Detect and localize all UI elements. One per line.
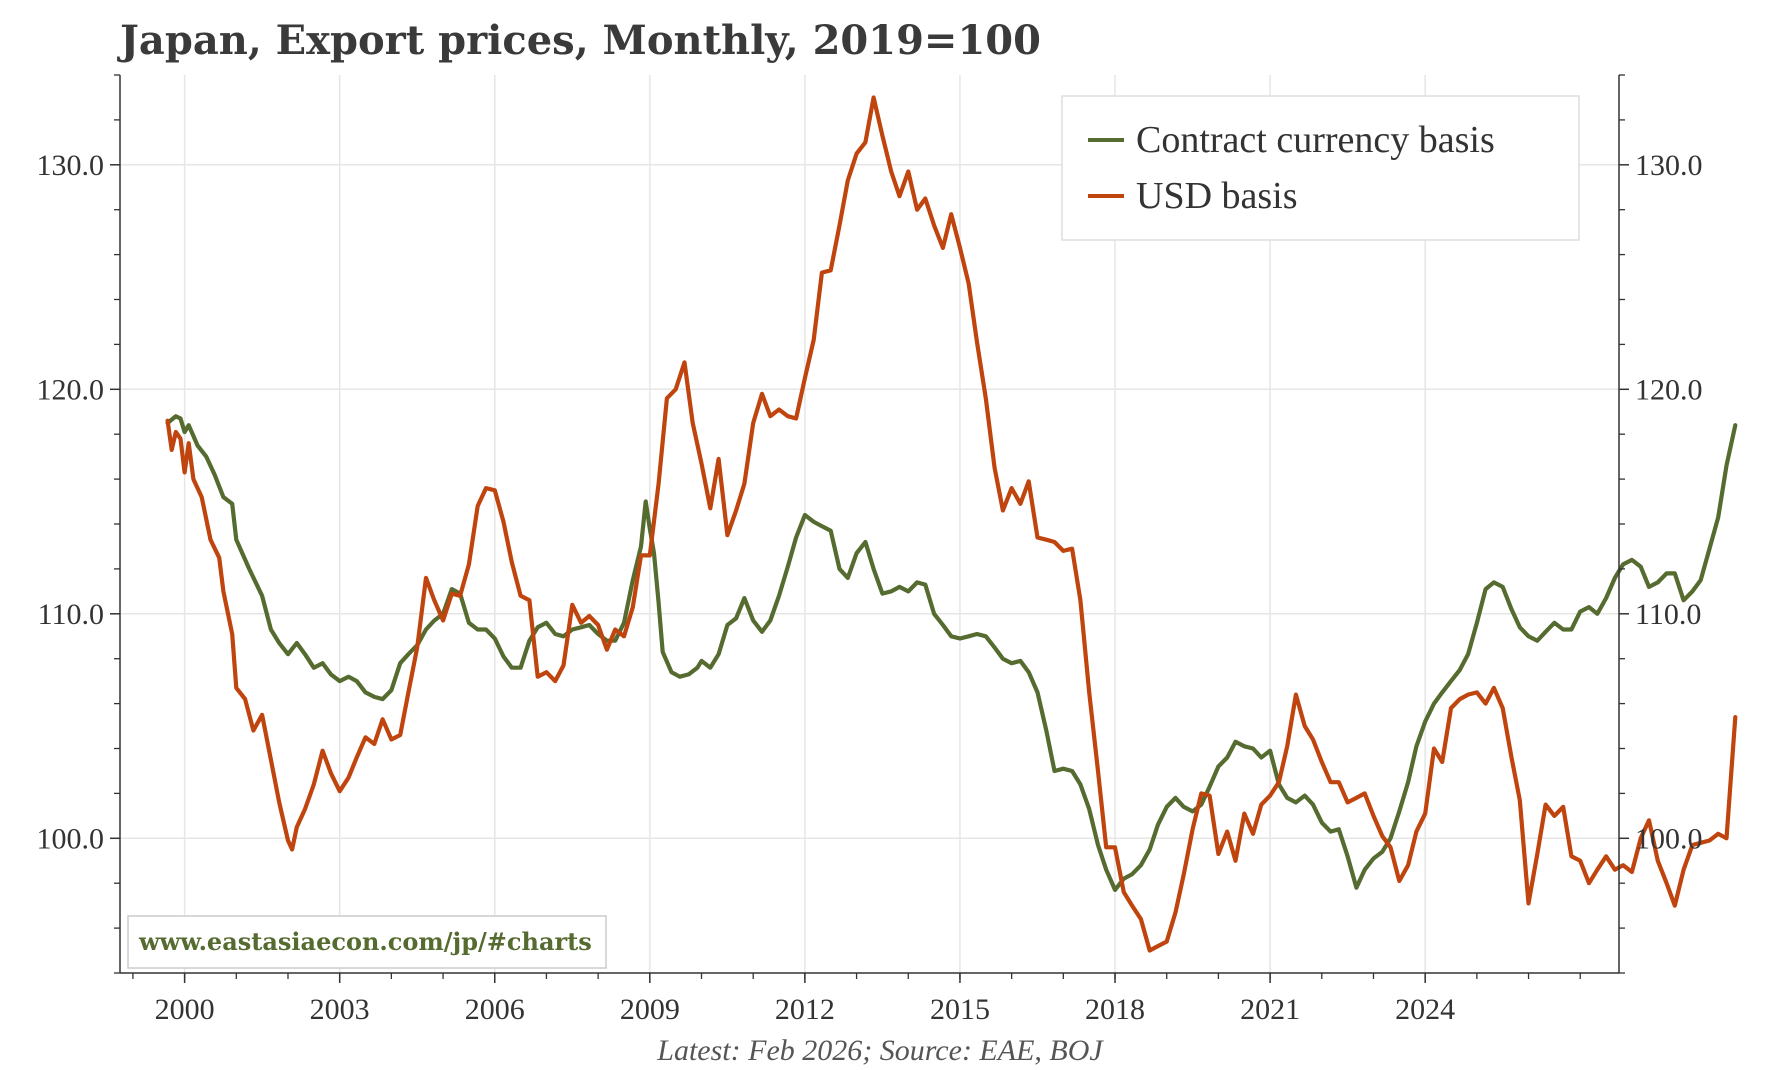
legend-label-usd: USD basis [1136, 175, 1298, 217]
watermark-box [127, 915, 607, 969]
x-tick-label: 2009 [620, 993, 680, 1026]
y-tick-label-left: 100.0 [37, 822, 105, 855]
legend-label-contract: Contract currency basis [1136, 119, 1495, 161]
source-note: Latest: Feb 2026; Source: EAE, BOJ [656, 1034, 1104, 1067]
x-tick-label: 2012 [775, 993, 835, 1026]
y-tick-label-right: 120.0 [1635, 373, 1703, 406]
series-group [165, 95, 1738, 953]
x-tick-label: 2000 [155, 993, 215, 1026]
y-tick-label-right: 130.0 [1635, 149, 1703, 182]
axes: 100.0 100.0 110.0 110.0 120.0 120.0 130.0 130.0… [37, 74, 1703, 1026]
chart-title: Japan, Export prices, Monthly, 2019=100 [117, 17, 1041, 64]
series-line-usd [165, 95, 1738, 953]
legend-box [1061, 95, 1580, 241]
y-tick-label-left: 110.0 [38, 598, 104, 631]
x-tick-label: 2024 [1395, 993, 1455, 1026]
watermark-text: www.eastasiaecon.com/jp/#charts [138, 927, 592, 956]
x-tick-label: 2018 [1085, 993, 1145, 1026]
series-line-contract [165, 414, 1738, 892]
x-tick-label: 2015 [930, 993, 990, 1026]
x-tick-label: 2003 [310, 993, 370, 1026]
legend: Contract currency basis USD basis [1061, 95, 1580, 241]
x-tick-label: 2006 [465, 993, 525, 1026]
y-tick-label-left: 120.0 [37, 373, 105, 406]
y-tick-label-right: 110.0 [1635, 598, 1701, 631]
x-tick-label: 2021 [1240, 993, 1300, 1026]
y-tick-label-right: 100.0 [1635, 822, 1703, 855]
y-tick-label-left: 130.0 [37, 149, 105, 182]
watermark: www.eastasiaecon.com/jp/#charts [127, 915, 607, 969]
